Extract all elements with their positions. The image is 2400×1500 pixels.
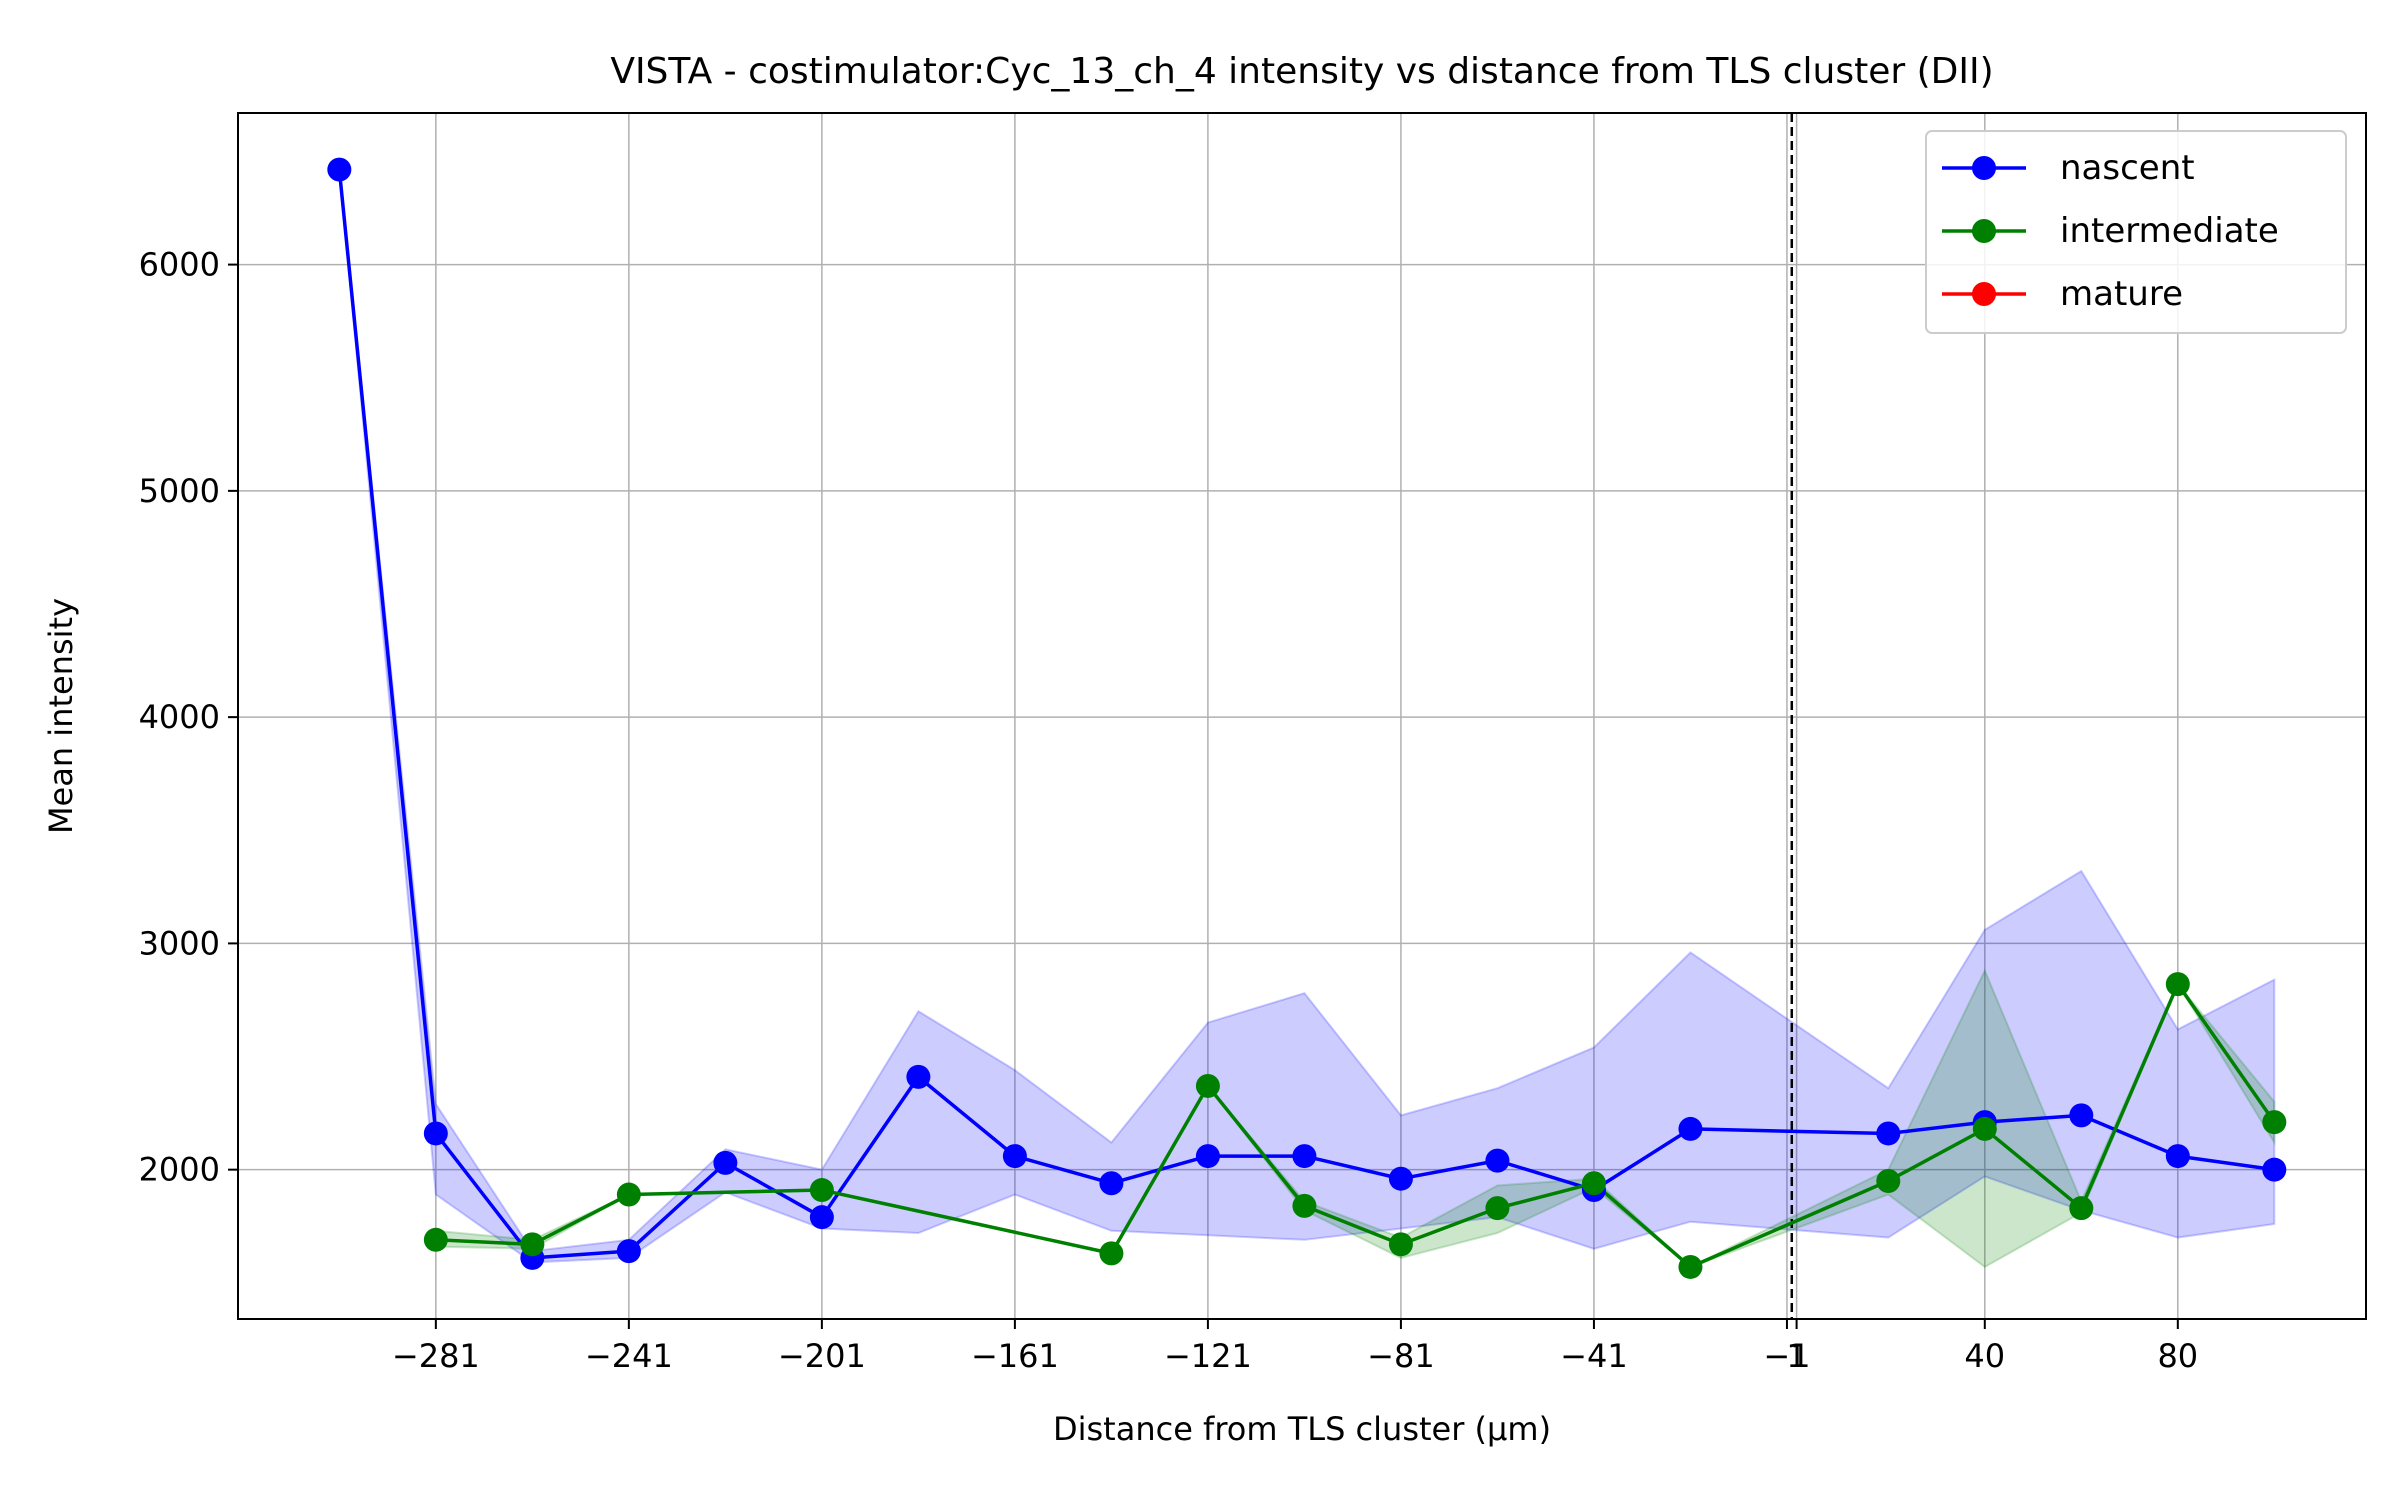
nascent-point bbox=[1195, 1144, 1220, 1169]
intermediate-point bbox=[2069, 1196, 2094, 1221]
y-axis-label: Mean intensity bbox=[42, 598, 80, 834]
x-axis-label: Distance from TLS cluster (μm) bbox=[1053, 1410, 1551, 1448]
y-tick-label: 2000 bbox=[139, 1151, 220, 1189]
y-tick-label: 6000 bbox=[139, 246, 220, 284]
intermediate-legend-label: intermediate bbox=[2060, 211, 2279, 251]
nascent-legend-label: nascent bbox=[2060, 148, 2195, 188]
intermediate-point bbox=[2262, 1110, 2287, 1135]
intermediate-legend-marker bbox=[1972, 219, 1996, 243]
x-tick-label: −201 bbox=[778, 1337, 866, 1375]
intermediate-point bbox=[1972, 1116, 1997, 1141]
series-lines bbox=[337, 169, 2276, 1269]
nascent-point bbox=[327, 157, 352, 182]
legend-box bbox=[1925, 130, 2347, 334]
intermediate-point bbox=[1195, 1073, 1220, 1098]
intermediate-point bbox=[520, 1232, 545, 1257]
intermediate-point bbox=[616, 1182, 641, 1207]
x-tick-label: −161 bbox=[971, 1337, 1059, 1375]
x-tick-label: −81 bbox=[1367, 1337, 1435, 1375]
x-tick-label: −241 bbox=[585, 1337, 673, 1375]
series-points bbox=[327, 157, 2287, 1279]
nascent-point bbox=[616, 1239, 641, 1264]
plot-frame bbox=[237, 112, 2367, 1320]
nascent-line bbox=[337, 169, 2275, 1260]
nascent-point bbox=[1678, 1116, 1703, 1141]
intermediate-point bbox=[2165, 972, 2190, 997]
x-tick-label: −121 bbox=[1164, 1337, 1252, 1375]
mature-legend-label: mature bbox=[2060, 274, 2183, 314]
nascent-point bbox=[2262, 1157, 2287, 1182]
x-tick-label: 80 bbox=[2157, 1337, 2198, 1375]
nascent-point bbox=[2165, 1144, 2190, 1169]
legend: nascent intermediate mature bbox=[1925, 130, 2347, 334]
intermediate-point bbox=[1581, 1171, 1606, 1196]
nascent-point bbox=[809, 1205, 834, 1230]
nascent-point bbox=[1388, 1166, 1413, 1191]
x-tick-label: −1 bbox=[1763, 1337, 1810, 1375]
intermediate-point bbox=[1388, 1232, 1413, 1257]
intermediate-point bbox=[1099, 1241, 1124, 1266]
y-tick-label: 5000 bbox=[139, 472, 220, 510]
y-tick-label: 3000 bbox=[139, 924, 220, 962]
x-tick-label: −41 bbox=[1560, 1337, 1628, 1375]
intermediate-point bbox=[809, 1178, 834, 1203]
nascent-point bbox=[1876, 1121, 1901, 1146]
intermediate-point bbox=[1292, 1193, 1317, 1218]
nascent-point bbox=[1099, 1171, 1124, 1196]
x-tick-label: 1 bbox=[1786, 1337, 1806, 1375]
grid bbox=[238, 113, 2366, 1319]
y-tick-label: 4000 bbox=[139, 698, 220, 736]
nascent-point bbox=[2069, 1103, 2094, 1128]
nascent-point bbox=[713, 1150, 738, 1175]
nascent-point bbox=[906, 1064, 931, 1089]
y-axis-ticks: 2000 3000 4000 5000 6000 bbox=[139, 246, 238, 1189]
intermediate-point bbox=[1876, 1168, 1901, 1193]
x-axis-ticks: −281 −241 −201 −161 −121 −81 −41 −11 40 80 bbox=[392, 1319, 2198, 1375]
nascent-band bbox=[338, 169, 2276, 1264]
nascent-point bbox=[423, 1121, 448, 1146]
chart-title: VISTA - costimulator:Cyc_13_ch_4 intensi… bbox=[610, 51, 1993, 92]
intermediate-line bbox=[435, 982, 2276, 1269]
x-tick-label: −281 bbox=[392, 1337, 480, 1375]
nascent-point bbox=[1002, 1144, 1027, 1169]
nascent-legend-marker bbox=[1972, 156, 1996, 180]
nascent-point bbox=[1485, 1148, 1510, 1173]
intermediate-point bbox=[1678, 1254, 1703, 1279]
nascent-point bbox=[1292, 1144, 1317, 1169]
intermediate-point bbox=[423, 1227, 448, 1252]
x-tick-label: 40 bbox=[1964, 1337, 2005, 1375]
intermediate-point bbox=[1485, 1196, 1510, 1221]
mature-legend-marker bbox=[1972, 282, 1996, 306]
